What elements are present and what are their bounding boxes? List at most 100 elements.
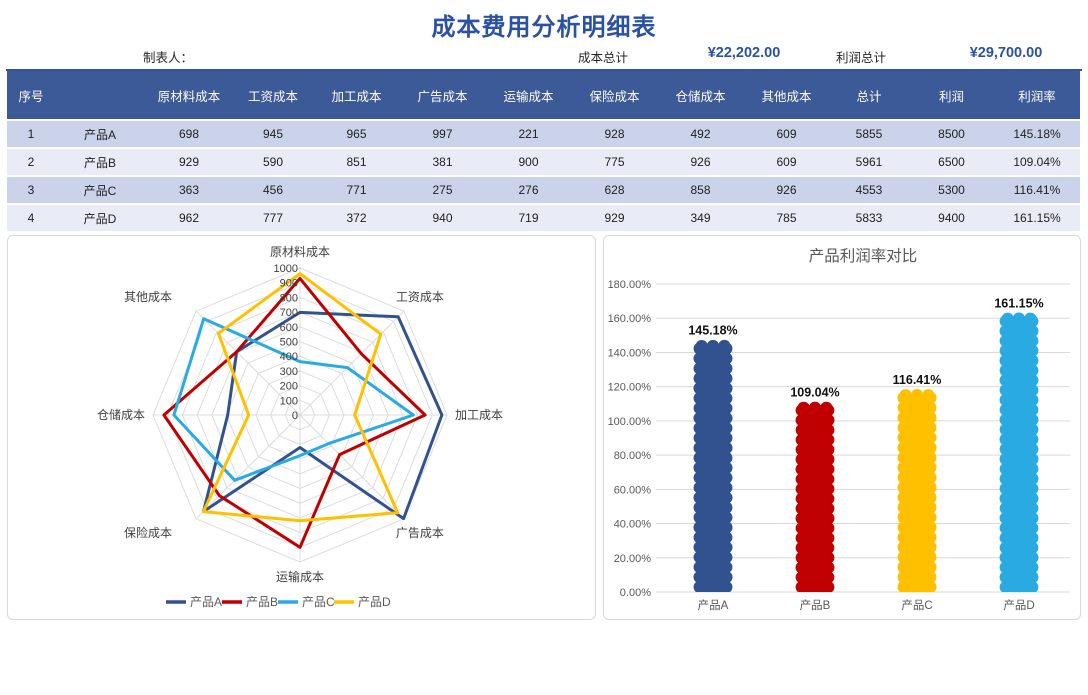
y-axis-label: 40.00%	[614, 519, 652, 531]
column-header[interactable]: 保险成本	[572, 71, 657, 120]
radar-chart-panel[interactable]: 0 100 200 300 400 500 600 700 800 900 1000 原材料成本 工资成…	[7, 235, 596, 620]
radar-series-产品B	[162, 276, 427, 549]
table-cell[interactable]: 2	[7, 147, 55, 176]
table-cell[interactable]: 698	[145, 119, 233, 148]
column-header[interactable]: 其他成本	[744, 71, 829, 120]
table-cell[interactable]: 产品A	[55, 119, 145, 148]
table-cell[interactable]: 5961	[829, 147, 909, 176]
table-cell[interactable]: 590	[233, 147, 313, 176]
table-cell[interactable]: 5855	[829, 119, 909, 148]
table-cell[interactable]: 858	[657, 175, 744, 204]
x-axis-label: 产品C	[901, 598, 932, 612]
table-cell[interactable]: 372	[313, 203, 400, 231]
table-cell[interactable]: 1	[7, 119, 55, 148]
table-cell[interactable]: 145.18%	[994, 119, 1080, 148]
table-cell[interactable]: 4	[7, 203, 55, 231]
column-header[interactable]: 工资成本	[233, 71, 313, 120]
table-cell[interactable]: 4553	[829, 175, 909, 204]
legend-item[interactable]: 产品B	[222, 595, 278, 609]
table-cell[interactable]: 940	[400, 203, 485, 231]
table-cell[interactable]: 161.15%	[994, 203, 1080, 231]
x-axis-label: 产品B	[800, 598, 831, 612]
table-cell[interactable]: 926	[744, 175, 829, 204]
table-cell[interactable]: 276	[485, 175, 572, 204]
radar-tick-label: 300	[280, 366, 298, 378]
column-header[interactable]	[55, 71, 145, 120]
legend-label: 产品B	[246, 595, 278, 609]
table-cell[interactable]: 628	[572, 175, 657, 204]
radar-axis-label: 原材料成本	[270, 245, 330, 259]
table-cell[interactable]: 900	[485, 147, 572, 176]
profit-total-value: ¥29,700.00	[969, 45, 1043, 61]
radar-tick-label: 1000	[274, 263, 298, 275]
table-row: 4 产品D 962 777 372 940 719 929 349 785 5833 9400 161.…	[7, 203, 1080, 231]
table-cell[interactable]: 456	[233, 175, 313, 204]
bar-产品B[interactable]	[795, 401, 835, 592]
column-header[interactable]: 总计	[829, 71, 909, 120]
table-cell[interactable]: 6500	[909, 147, 994, 176]
column-header[interactable]: 原材料成本	[145, 71, 233, 120]
column-header[interactable]: 加工成本	[313, 71, 400, 120]
table-cell[interactable]: 产品C	[55, 175, 145, 204]
column-header[interactable]: 运输成本	[485, 71, 572, 120]
table-cell[interactable]: 275	[400, 175, 485, 204]
table-cell[interactable]: 929	[572, 203, 657, 231]
table-cell[interactable]: 492	[657, 119, 744, 148]
legend-label: 产品A	[190, 595, 222, 609]
radar-tick-label: 200	[280, 381, 298, 393]
table-cell[interactable]: 926	[657, 147, 744, 176]
cost-table: 序号 原材料成本 工资成本 加工成本 广告成本 运输成本 保险成本 仓储成本 其他成本 总计 利润利…	[7, 71, 1080, 231]
table-cell[interactable]: 109.04%	[994, 147, 1080, 176]
column-header[interactable]: 广告成本	[400, 71, 485, 120]
table-cell[interactable]: 928	[572, 119, 657, 148]
radar-chart-svg: 0 100 200 300 400 500 600 700 800 900 1000 原材料成本工资成…	[97, 245, 503, 609]
table-cell[interactable]: 965	[313, 119, 400, 148]
table-cell[interactable]: 221	[485, 119, 572, 148]
table-cell[interactable]: 785	[744, 203, 829, 231]
table-row: 1 产品A 698 945 965 997 221 928 492 609 5855 8500 145.…	[7, 119, 1080, 148]
table-cell[interactable]: 945	[233, 119, 313, 148]
table-cell[interactable]: 349	[657, 203, 744, 231]
table-cell[interactable]: 719	[485, 203, 572, 231]
table-cell[interactable]: 5833	[829, 203, 909, 231]
bar-产品A[interactable]	[693, 339, 733, 592]
table-cell[interactable]: 产品B	[55, 147, 145, 176]
table-cell[interactable]: 381	[400, 147, 485, 176]
preparer-label: 制表人：	[143, 51, 194, 65]
table-cell[interactable]: 116.41%	[994, 175, 1080, 204]
table-cell[interactable]: 8500	[909, 119, 994, 148]
bar-产品D[interactable]	[999, 312, 1039, 592]
table-cell[interactable]: 962	[145, 203, 233, 231]
cost-table-body: 1 产品A 698 945 965 997 221 928 492 609 5855 8500 145.…	[7, 119, 1080, 231]
radar-axis-label: 加工成本	[455, 408, 503, 422]
table-cell[interactable]: 929	[145, 147, 233, 176]
column-header[interactable]: 序号	[7, 71, 55, 120]
radar-axis-label: 工资成本	[396, 290, 444, 304]
legend-item[interactable]: 产品C	[278, 595, 335, 609]
table-cell[interactable]: 609	[744, 147, 829, 176]
table-cell[interactable]: 产品D	[55, 203, 145, 231]
table-cell[interactable]: 997	[400, 119, 485, 148]
table-cell[interactable]: 363	[145, 175, 233, 204]
table-cell[interactable]: 771	[313, 175, 400, 204]
radar-axis-label: 保险成本	[124, 525, 172, 540]
bar-chart-svg: 0.00% 20.00% 40.00% 60.00% 80.00% 100.00% 120.…	[608, 247, 1070, 612]
table-cell[interactable]: 851	[313, 147, 400, 176]
legend-item[interactable]: 产品A	[166, 595, 222, 609]
bar-产品C[interactable]	[897, 389, 937, 592]
table-cell[interactable]: 9400	[909, 203, 994, 231]
column-header[interactable]: 仓储成本	[657, 71, 744, 120]
y-axis-label: 180.00%	[608, 279, 652, 291]
bar-data-label: 145.18%	[688, 324, 737, 338]
legend-item[interactable]: 产品D	[334, 595, 391, 609]
column-header[interactable]: 利润	[909, 71, 994, 120]
table-cell[interactable]: 609	[744, 119, 829, 148]
table-cell[interactable]: 5300	[909, 175, 994, 204]
table-cell[interactable]: 777	[233, 203, 313, 231]
legend-label: 产品C	[302, 595, 335, 609]
bar-chart-panel[interactable]: 0.00% 20.00% 40.00% 60.00% 80.00% 100.00% 120.…	[603, 235, 1081, 620]
column-header[interactable]: 利润率	[994, 71, 1080, 120]
table-cell[interactable]: 775	[572, 147, 657, 176]
radar-spoke	[195, 414, 301, 520]
table-cell[interactable]: 3	[7, 175, 55, 204]
